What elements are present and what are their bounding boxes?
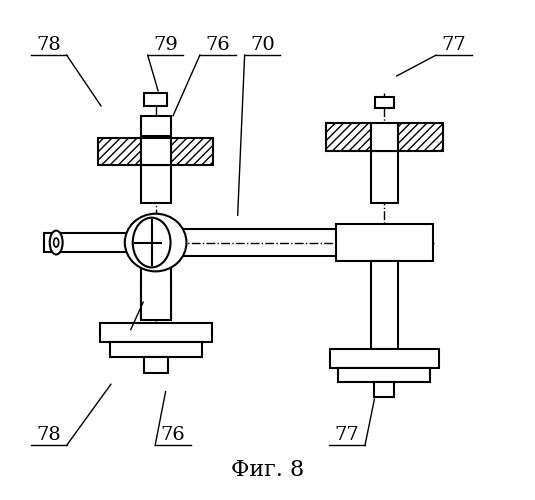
Text: 79: 79 <box>153 36 178 54</box>
Bar <box>110 342 202 357</box>
Bar <box>171 138 213 166</box>
Ellipse shape <box>125 214 187 272</box>
Bar <box>371 261 398 350</box>
Bar <box>398 123 443 150</box>
Bar <box>336 224 433 261</box>
Bar <box>144 357 167 373</box>
Text: 78: 78 <box>36 36 61 54</box>
Bar <box>374 382 394 397</box>
Bar <box>44 233 128 252</box>
Bar <box>326 123 371 150</box>
Bar <box>141 166 171 203</box>
Bar <box>141 116 171 136</box>
Bar <box>141 138 171 166</box>
Bar <box>171 138 213 166</box>
Ellipse shape <box>54 238 59 247</box>
Bar <box>371 123 398 150</box>
Bar <box>98 138 141 166</box>
Bar <box>326 123 371 150</box>
Text: 78: 78 <box>36 426 61 444</box>
Bar <box>398 123 443 150</box>
Text: 76: 76 <box>205 36 230 54</box>
Bar <box>100 323 211 342</box>
Bar <box>98 138 141 166</box>
Bar <box>141 267 171 320</box>
Bar <box>338 368 430 382</box>
Bar <box>330 350 439 368</box>
Text: 77: 77 <box>441 36 467 54</box>
Text: Фиг. 8: Фиг. 8 <box>231 459 304 481</box>
Bar <box>144 94 167 106</box>
Text: 77: 77 <box>335 426 360 444</box>
Text: 70: 70 <box>250 36 275 54</box>
Bar <box>141 282 171 317</box>
Ellipse shape <box>50 230 63 254</box>
Bar <box>375 98 394 108</box>
Text: 76: 76 <box>160 426 186 444</box>
Bar <box>371 150 398 203</box>
